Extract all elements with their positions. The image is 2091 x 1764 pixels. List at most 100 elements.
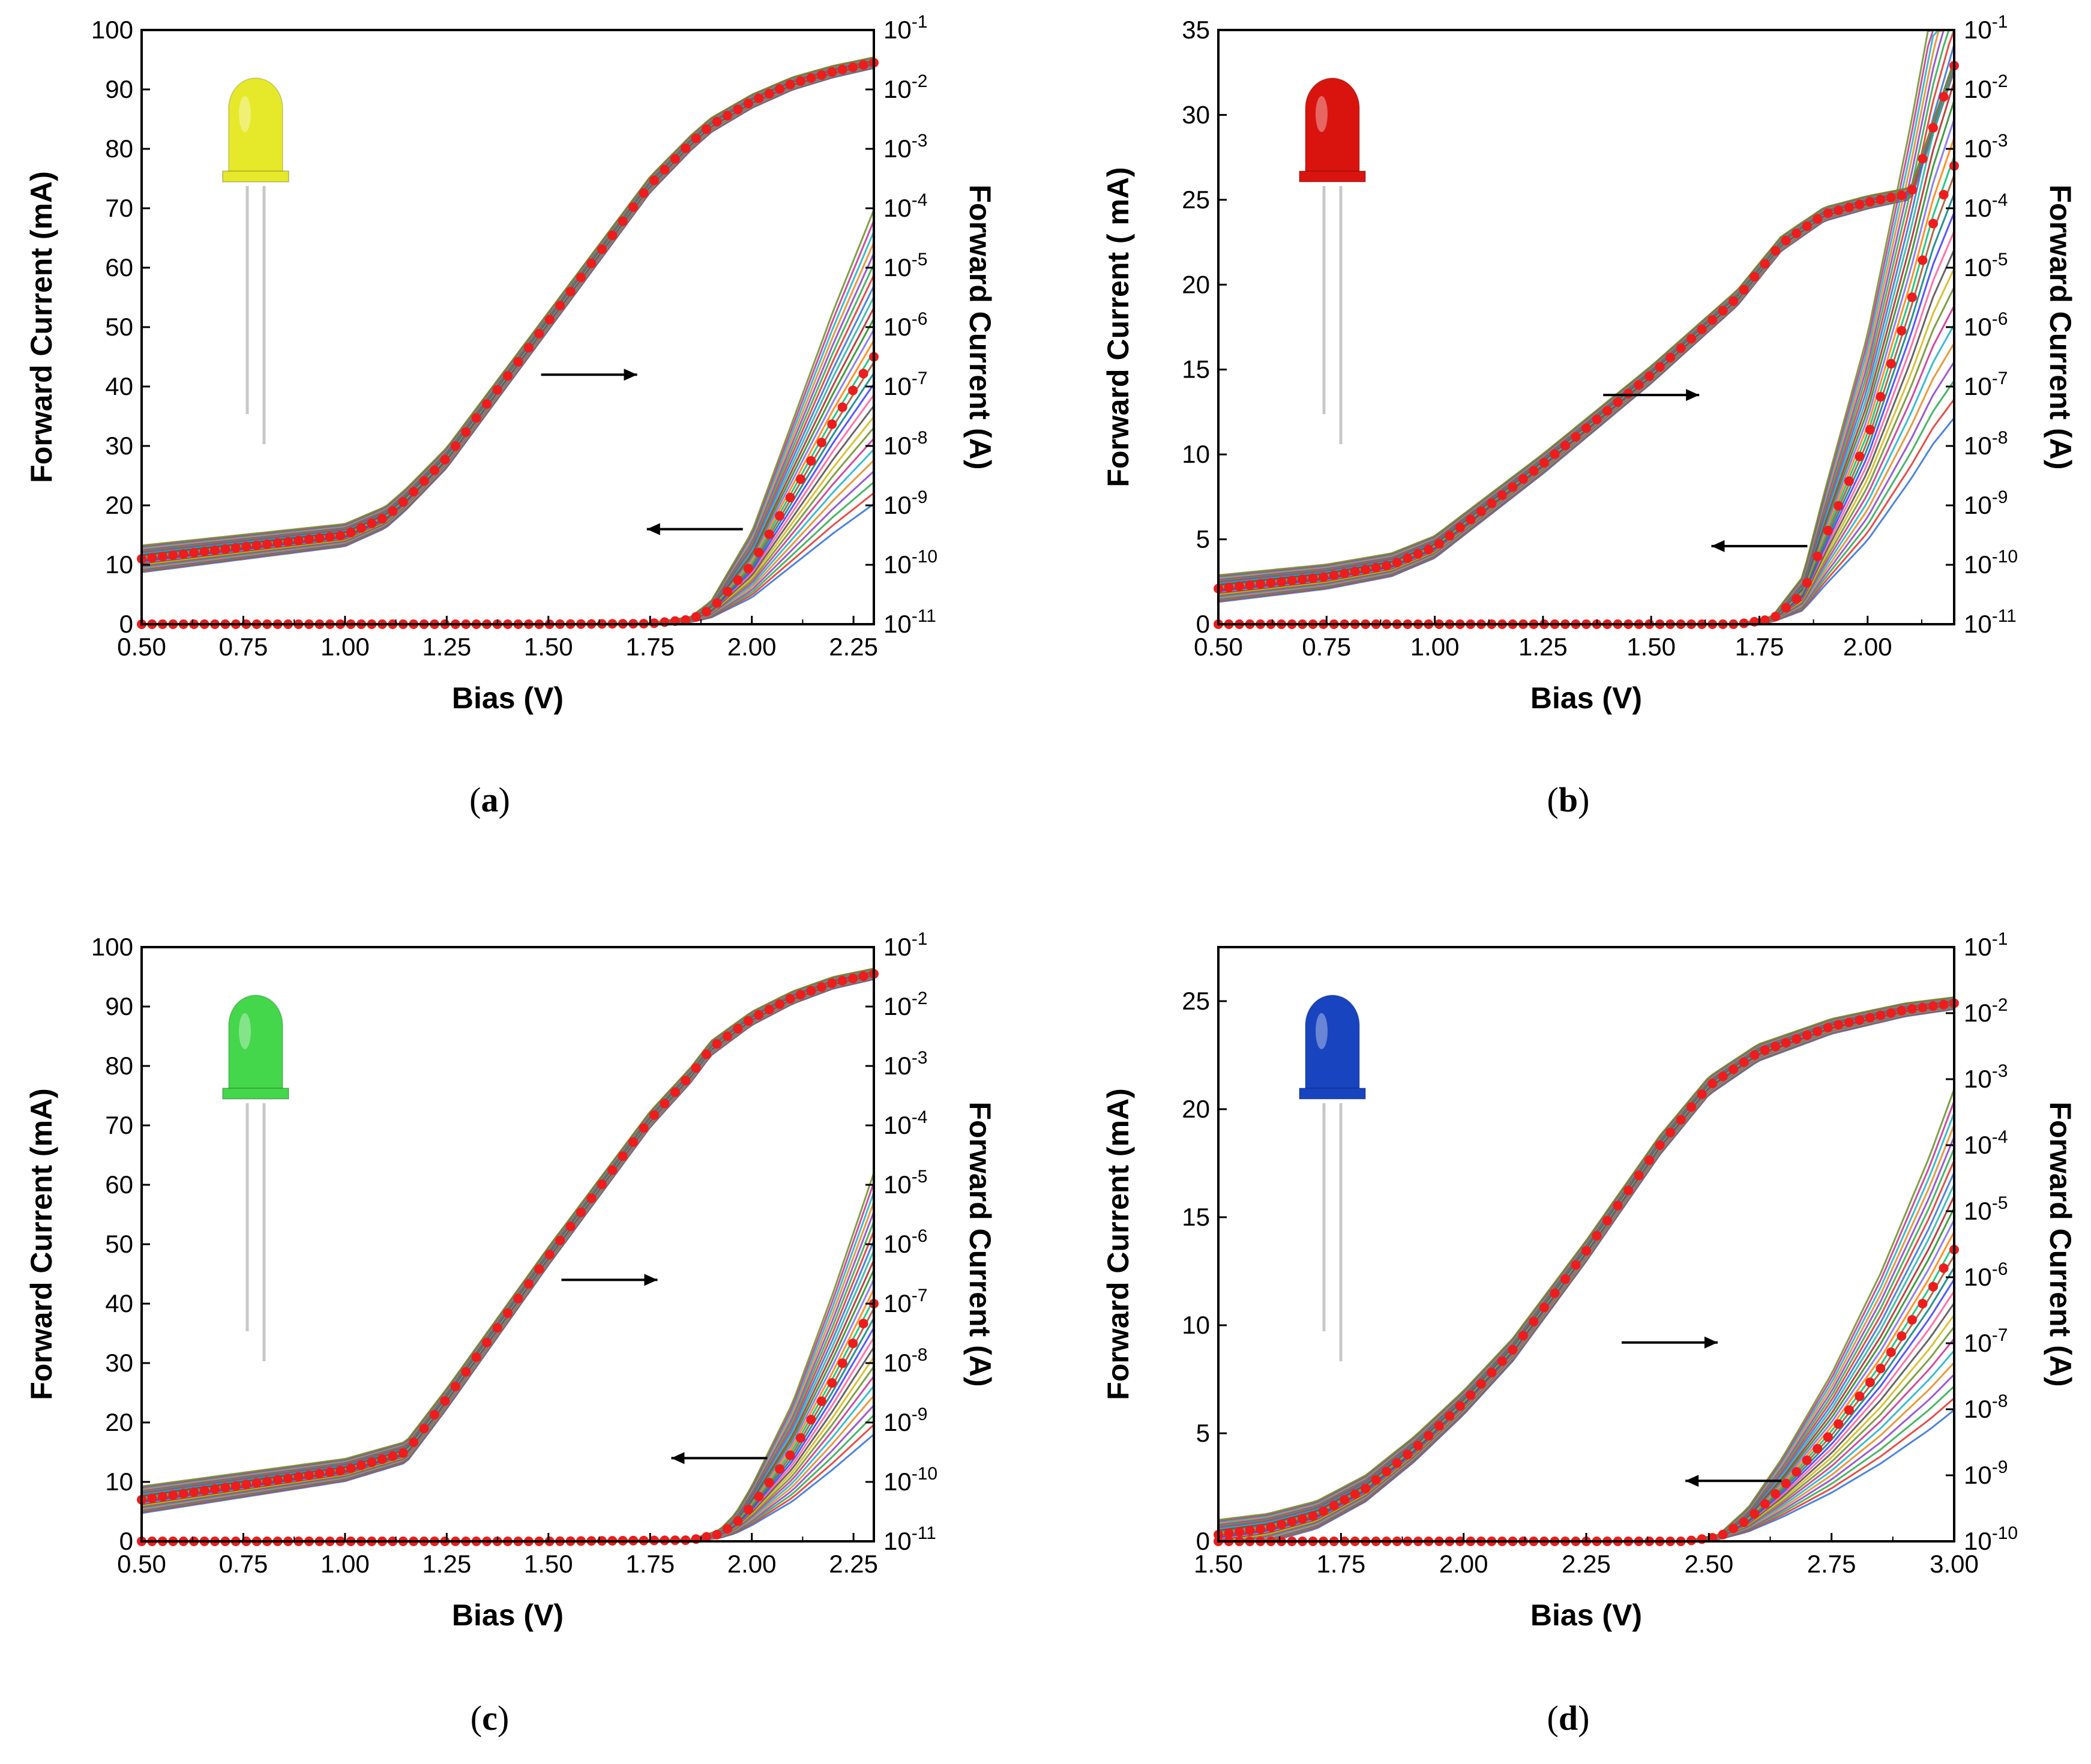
log-marker xyxy=(649,1110,659,1120)
log-marker xyxy=(450,441,460,451)
log-marker xyxy=(1813,214,1823,224)
linear-curve-14 xyxy=(142,1298,874,1541)
log-marker xyxy=(1518,1331,1528,1341)
linear-curve-24 xyxy=(1218,1124,1954,1541)
log-marker xyxy=(1886,1008,1896,1018)
log-marker xyxy=(702,124,712,134)
y-left-tick-label: 0 xyxy=(119,1527,133,1555)
linear-curve-21 xyxy=(1218,30,1954,624)
log-marker xyxy=(1497,490,1507,500)
log-marker xyxy=(1760,259,1770,269)
y-right-tick-label: 10-3 xyxy=(883,1048,927,1080)
log-marker xyxy=(230,543,241,553)
log-marker xyxy=(1676,1115,1686,1125)
y-left-tick-label: 100 xyxy=(91,933,133,961)
log-marker xyxy=(220,544,230,554)
linear-curve-8 xyxy=(1218,268,1954,624)
y-right-tick-label: 10-10 xyxy=(883,547,937,579)
y-right-tick-label: 10-1 xyxy=(883,929,927,961)
log-marker xyxy=(398,497,408,507)
y-right-tick-label: 10-7 xyxy=(883,1286,927,1317)
log-marker xyxy=(1571,432,1581,442)
log-marker xyxy=(210,545,220,555)
log-marker xyxy=(419,1424,429,1433)
linear-curve-15 xyxy=(1218,1231,1954,1541)
linear-curve-18 xyxy=(142,307,874,624)
y-right-tick-label: 10-11 xyxy=(1964,606,2017,638)
log-marker xyxy=(534,1264,544,1274)
linear-curve-10 xyxy=(142,394,874,624)
log-marker xyxy=(471,413,481,423)
linear-curve-9 xyxy=(1218,1302,1954,1541)
log-curve-27 xyxy=(142,968,874,1487)
y-left-tick-label: 5 xyxy=(1196,1419,1210,1447)
x-tick-label: 1.75 xyxy=(1735,633,1784,661)
y-left-tick-label: 25 xyxy=(1182,987,1210,1015)
x-tick-label: 2.25 xyxy=(1562,1550,1611,1578)
linear-curve-1 xyxy=(1218,399,1954,624)
linear-curve-25 xyxy=(1218,30,1954,624)
y-right-tick-label: 10-4 xyxy=(1964,1127,2008,1159)
linear-marker xyxy=(712,1529,722,1540)
log-marker xyxy=(513,1293,523,1304)
led-rim xyxy=(222,170,289,182)
linear-curve-10 xyxy=(1218,1290,1954,1541)
log-marker xyxy=(565,1221,576,1232)
log-marker xyxy=(806,73,816,83)
log-marker xyxy=(388,506,398,516)
log-marker xyxy=(858,971,868,981)
log-marker xyxy=(168,550,178,560)
linear-curve-5 xyxy=(1218,1350,1954,1541)
y-left-tick-label: 15 xyxy=(1182,1203,1210,1231)
log-marker xyxy=(712,1039,722,1049)
log-marker xyxy=(565,286,576,297)
panel-d: 1.50 1.75 2.00 2.25 2.50 2.75 3.00 0 5 10 15 20 25 10… xyxy=(1101,929,2077,1738)
linear-marker xyxy=(816,438,826,448)
log-marker xyxy=(251,1478,262,1488)
linear-marker xyxy=(1834,1419,1844,1429)
linear-marker xyxy=(1792,1467,1802,1477)
linear-curve-6 xyxy=(142,1376,874,1541)
x-tick-label: 1.50 xyxy=(1626,633,1676,661)
log-marker xyxy=(461,1367,471,1377)
linear-marker xyxy=(1928,1281,1938,1292)
log-marker xyxy=(1529,466,1539,476)
log-marker xyxy=(1665,352,1676,363)
y-left-tick-label: 50 xyxy=(105,313,133,341)
y-left-tick-label: 30 xyxy=(105,1349,133,1377)
log-marker xyxy=(607,1165,618,1175)
log-marker xyxy=(1413,549,1423,559)
linear-curve-2 xyxy=(1218,1385,1954,1541)
log-marker xyxy=(1686,1102,1697,1112)
y-left-tick-label: 80 xyxy=(105,134,133,163)
led-highlight xyxy=(239,96,251,132)
log-marker xyxy=(1739,284,1749,295)
led-rim xyxy=(1299,1088,1366,1100)
y-right-tick-label: 10-6 xyxy=(883,1226,927,1258)
log-marker xyxy=(325,532,335,542)
log-marker xyxy=(754,1010,764,1020)
log-marker xyxy=(733,1023,743,1034)
led-icon-yellow xyxy=(222,77,289,444)
linear-curve-3 xyxy=(1218,361,1954,624)
log-marker xyxy=(1319,1506,1329,1516)
linear-curve-2 xyxy=(1218,380,1954,624)
linear-curve-3 xyxy=(142,470,874,624)
linear-marker xyxy=(1918,1299,1928,1308)
log-marker xyxy=(1592,1230,1602,1241)
linear-marker xyxy=(837,1358,847,1368)
log-marker xyxy=(1876,1010,1886,1020)
x-tick-label: 1.75 xyxy=(1316,1550,1365,1578)
linear-curve-7 xyxy=(1218,286,1954,624)
x-axis-label: Bias (V) xyxy=(1530,681,1642,715)
linear-marker xyxy=(1771,1489,1781,1499)
y-right-tick-label: 10-4 xyxy=(1964,190,2008,222)
led-icon-green xyxy=(222,995,289,1361)
log-marker xyxy=(691,1063,701,1073)
log-marker xyxy=(681,143,691,153)
arrow-right-head xyxy=(624,369,637,381)
log-marker xyxy=(1876,194,1886,205)
x-tick-label: 2.50 xyxy=(1684,1550,1733,1578)
log-marker xyxy=(639,1123,649,1133)
log-marker xyxy=(1413,1440,1423,1451)
